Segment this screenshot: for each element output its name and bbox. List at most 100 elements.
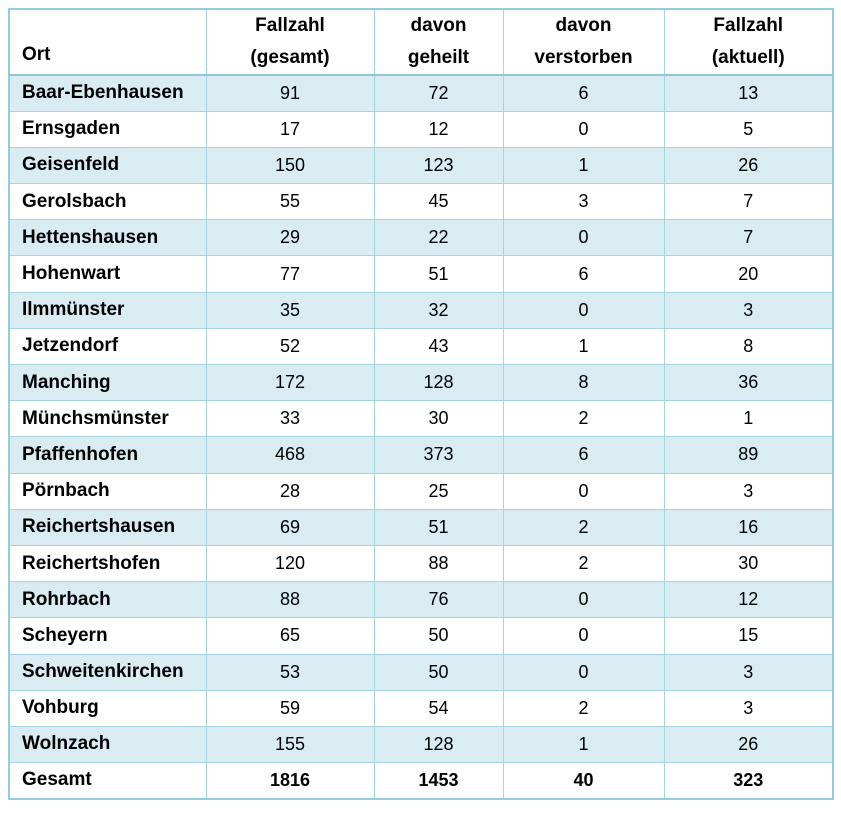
table-header: Ort Fallzahl (gesamt) davon geheilt davo… — [8, 8, 834, 76]
ort-cell: Ilmmünster — [8, 291, 207, 329]
value-cell: 53 — [205, 653, 375, 691]
value-cell: 2 — [502, 544, 665, 583]
value-cell: 8 — [663, 327, 834, 366]
value-cell: 88 — [373, 544, 504, 583]
value-cell: 0 — [502, 291, 665, 329]
value-cell: 43 — [373, 327, 504, 366]
value-cell: 65 — [205, 617, 375, 655]
value-cell: 128 — [373, 363, 504, 402]
total-row: Gesamt 1816 1453 40 323 — [8, 762, 834, 800]
ort-cell: Hohenwart — [8, 255, 207, 293]
table-row: Vohburg 59 54 2 3 — [8, 689, 834, 727]
value-cell: 2 — [502, 400, 665, 438]
value-cell: 50 — [373, 617, 504, 655]
value-cell: 1453 — [373, 762, 504, 800]
value-cell: 40 — [502, 762, 665, 800]
value-cell: 30 — [663, 544, 834, 583]
column-header-fallzahl-aktuell: Fallzahl (aktuell) — [663, 8, 834, 76]
value-cell: 52 — [205, 327, 375, 366]
column-header-davon-geheilt: davon geheilt — [373, 8, 504, 76]
value-cell: 0 — [502, 472, 665, 510]
value-cell: 3 — [663, 472, 834, 510]
value-cell: 1 — [663, 400, 834, 438]
table-row: Geisenfeld 150 123 1 26 — [8, 146, 834, 185]
value-cell: 13 — [663, 74, 834, 112]
table-row: Wolnzach 155 128 1 26 — [8, 725, 834, 764]
ort-cell: Jetzendorf — [8, 327, 207, 366]
table-row: Rohrbach 88 76 0 12 — [8, 581, 834, 619]
ort-cell: Rohrbach — [8, 581, 207, 619]
value-cell: 29 — [205, 219, 375, 257]
ort-cell: Pörnbach — [8, 472, 207, 510]
ort-cell: Manching — [8, 363, 207, 402]
table-row: Ernsgaden 17 12 0 5 — [8, 110, 834, 148]
value-cell: 51 — [373, 255, 504, 293]
ort-cell: Vohburg — [8, 689, 207, 727]
value-cell: 3 — [663, 689, 834, 727]
ort-cell: Geisenfeld — [8, 146, 207, 185]
ort-cell: Pfaffenhofen — [8, 436, 207, 474]
value-cell: 7 — [663, 183, 834, 221]
value-cell: 26 — [663, 725, 834, 764]
value-cell: 89 — [663, 436, 834, 474]
column-header-fallzahl-gesamt: Fallzahl (gesamt) — [205, 8, 375, 76]
value-cell: 12 — [373, 110, 504, 148]
ort-cell: Scheyern — [8, 617, 207, 655]
value-cell: 77 — [205, 255, 375, 293]
value-cell: 1 — [502, 725, 665, 764]
table-row: Reichertshausen 69 51 2 16 — [8, 508, 834, 546]
table-row: Manching 172 128 8 36 — [8, 363, 834, 402]
value-cell: 0 — [502, 617, 665, 655]
value-cell: 2 — [502, 689, 665, 727]
value-cell: 36 — [663, 363, 834, 402]
value-cell: 468 — [205, 436, 375, 474]
value-cell: 128 — [373, 725, 504, 764]
value-cell: 150 — [205, 146, 375, 185]
ort-cell: Reichertshofen — [8, 544, 207, 583]
value-cell: 20 — [663, 255, 834, 293]
value-cell: 1 — [502, 327, 665, 366]
value-cell: 54 — [373, 689, 504, 727]
value-cell: 30 — [373, 400, 504, 438]
value-cell: 7 — [663, 219, 834, 257]
value-cell: 32 — [373, 291, 504, 329]
value-cell: 323 — [663, 762, 834, 800]
value-cell: 72 — [373, 74, 504, 112]
value-cell: 50 — [373, 653, 504, 691]
value-cell: 1816 — [205, 762, 375, 800]
table-row: Jetzendorf 52 43 1 8 — [8, 327, 834, 366]
table-row: Pfaffenhofen 468 373 6 89 — [8, 436, 834, 474]
value-cell: 76 — [373, 581, 504, 619]
table-row: Pörnbach 28 25 0 3 — [8, 472, 834, 510]
value-cell: 6 — [502, 74, 665, 112]
value-cell: 123 — [373, 146, 504, 185]
value-cell: 33 — [205, 400, 375, 438]
value-cell: 17 — [205, 110, 375, 148]
ort-cell: Hettenshausen — [8, 219, 207, 257]
ort-cell: Gerolsbach — [8, 183, 207, 221]
value-cell: 172 — [205, 363, 375, 402]
value-cell: 8 — [502, 363, 665, 402]
value-cell: 3 — [663, 653, 834, 691]
value-cell: 1 — [502, 146, 665, 185]
ort-cell: Ernsgaden — [8, 110, 207, 148]
value-cell: 12 — [663, 581, 834, 619]
table-row: Gerolsbach 55 45 3 7 — [8, 183, 834, 221]
covid-cases-table: Ort Fallzahl (gesamt) davon geheilt davo… — [8, 8, 834, 800]
value-cell: 0 — [502, 581, 665, 619]
value-cell: 91 — [205, 74, 375, 112]
value-cell: 0 — [502, 653, 665, 691]
table-row: Hohenwart 77 51 6 20 — [8, 255, 834, 293]
value-cell: 25 — [373, 472, 504, 510]
value-cell: 373 — [373, 436, 504, 474]
value-cell: 45 — [373, 183, 504, 221]
value-cell: 28 — [205, 472, 375, 510]
ort-cell: Wolnzach — [8, 725, 207, 764]
table-row: Scheyern 65 50 0 15 — [8, 617, 834, 655]
ort-cell: Gesamt — [8, 762, 207, 800]
value-cell: 6 — [502, 436, 665, 474]
table-row: Münchsmünster 33 30 2 1 — [8, 400, 834, 438]
ort-cell: Reichertshausen — [8, 508, 207, 546]
column-header-davon-verstorben: davon verstorben — [502, 8, 665, 76]
value-cell: 3 — [502, 183, 665, 221]
